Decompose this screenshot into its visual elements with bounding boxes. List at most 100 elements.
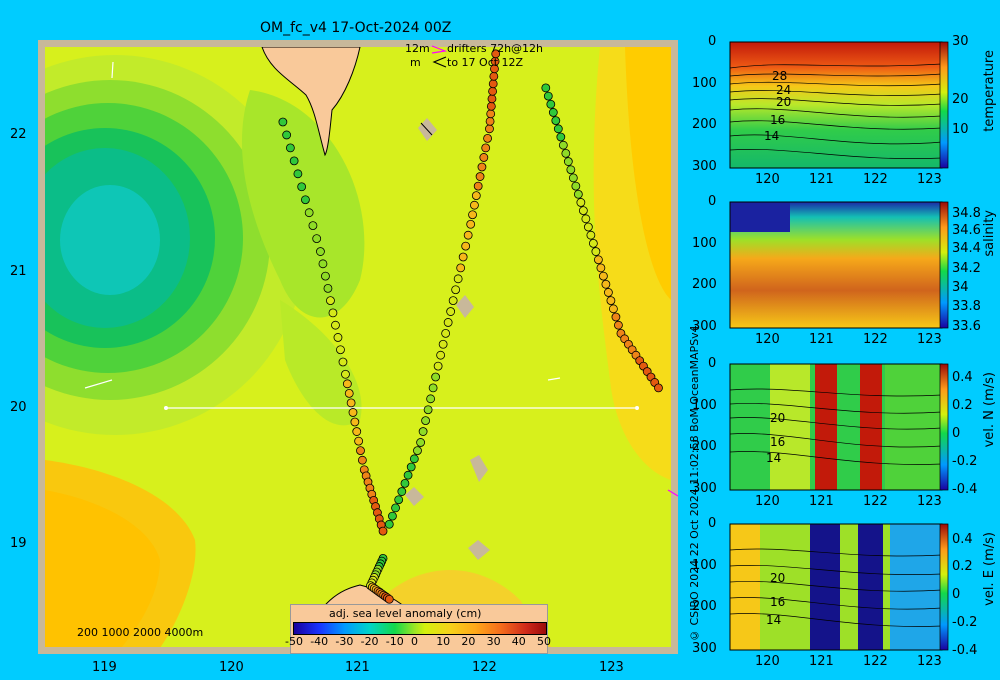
drifter-point: [357, 455, 367, 465]
drifter-point: [596, 263, 606, 273]
drifter-point: [384, 594, 394, 604]
section-cbar-tick: 0: [952, 426, 961, 441]
drifter-point: [456, 263, 466, 273]
drifter-point: [483, 133, 492, 143]
drifter-point: [441, 328, 451, 338]
map-xtick: 119: [92, 660, 117, 675]
colorbar-tick: 20: [461, 635, 476, 648]
drifter-point: [481, 143, 491, 153]
drifter-point: [551, 116, 561, 126]
svg-text:16: 16: [770, 113, 785, 127]
depth-legend: 200 1000 2000 4000m: [77, 626, 204, 639]
land-north: [261, 47, 361, 157]
drifter-point: [446, 307, 456, 316]
section-ylabel: vel. E (m/s): [982, 532, 997, 606]
drifter-point: [416, 438, 426, 447]
drifter-point: [470, 200, 479, 210]
drifter-point: [338, 357, 348, 367]
drifter-point: [304, 208, 314, 218]
drifter-point: [486, 109, 496, 119]
svg-text:16: 16: [770, 595, 785, 609]
drifter-point: [378, 526, 388, 536]
section-ytick: 300: [692, 158, 717, 174]
drifter-point: [403, 470, 413, 480]
section-xtick: 123: [917, 172, 942, 187]
section-cbar-tick: 0.4: [952, 370, 973, 385]
drifter-point: [571, 181, 581, 191]
section-cbar-tick: 30: [952, 34, 969, 49]
drifter-point: [558, 140, 568, 150]
drifter-point: [354, 436, 364, 446]
drifter-point: [413, 446, 422, 456]
svg-text:28: 28: [772, 69, 787, 83]
drifter-point: [546, 99, 556, 109]
drifter-point: [604, 288, 613, 297]
section-cbar-tick: -0.2: [952, 454, 978, 469]
section-cbar-tick: 0.2: [952, 398, 973, 413]
section-xtick: 122: [863, 494, 888, 509]
drifter-point: [326, 296, 335, 306]
colorbar-tick: 50: [537, 635, 551, 648]
drifter-point: [489, 71, 499, 81]
drifter-point: [397, 487, 407, 496]
drifter-point: [418, 427, 428, 436]
map-ytick: 22: [10, 127, 27, 142]
section-ytick: 200: [692, 277, 717, 292]
drifter-point: [611, 312, 621, 322]
drifter-point: [606, 296, 616, 306]
drifter-point: [479, 153, 489, 162]
drifter-point: [593, 255, 603, 265]
section-ytick: 300: [692, 640, 717, 656]
drifter-legend-time: to 17 Oct 12Z: [447, 56, 524, 69]
drifter-point: [556, 132, 566, 142]
drifter-point: [586, 230, 596, 240]
drifter-point: [426, 394, 436, 404]
section-ytick: 0: [708, 356, 717, 371]
section-xtick: 120: [755, 332, 780, 347]
drifter-point: [543, 91, 553, 101]
drifter-point: [598, 271, 608, 281]
section-ylabel: temperature: [982, 50, 997, 132]
drifter-point: [453, 274, 463, 284]
section-xtick: 120: [755, 172, 780, 187]
section-ytick: 300: [692, 318, 717, 334]
drifter-point: [406, 462, 416, 472]
drifter-point: [301, 195, 310, 205]
chart-title: OM_fc_v4 17-Oct-2024 00Z: [260, 20, 452, 36]
drifter-point: [471, 191, 481, 201]
drifter-point: [331, 320, 340, 330]
drifter-legend-unit: m: [410, 56, 421, 69]
colorbar-tick: -40: [310, 635, 329, 648]
section-cbar-tick: 0.4: [952, 532, 973, 547]
drifter-point: [553, 124, 563, 134]
map-ytick: 20: [10, 400, 27, 415]
drifter-point: [278, 117, 288, 127]
drifter-point: [350, 417, 360, 427]
section-ytick: 200: [692, 439, 717, 454]
section-cbar-tick: 34: [952, 280, 969, 295]
section-cbar-tick: 10: [952, 122, 969, 137]
section-xtick: 120: [755, 654, 780, 669]
drifter-point: [421, 416, 431, 426]
vel-n-panel: 20 16 14: [729, 363, 949, 491]
section-ylabel: vel. N (m/s): [982, 372, 997, 448]
map-xtick: 121: [345, 660, 370, 675]
drifter-point: [328, 308, 338, 318]
section-ytick: 0: [708, 194, 717, 209]
map-xtick: 122: [472, 660, 497, 675]
colorbar-tick: -20: [360, 635, 379, 648]
svg-text:20: 20: [770, 571, 785, 585]
drifter-point: [578, 206, 588, 216]
drifter-point: [491, 49, 501, 59]
section-ytick: 0: [708, 34, 717, 49]
section-cbar-tick: 34.4: [952, 241, 981, 256]
drifter-point: [654, 383, 663, 393]
section-ytick: 100: [692, 397, 717, 413]
drifter-point: [316, 247, 325, 256]
drifter-point: [568, 173, 578, 183]
sea-level-field: [45, 47, 671, 647]
drifter-point: [282, 130, 292, 140]
drifter-point: [400, 478, 410, 488]
